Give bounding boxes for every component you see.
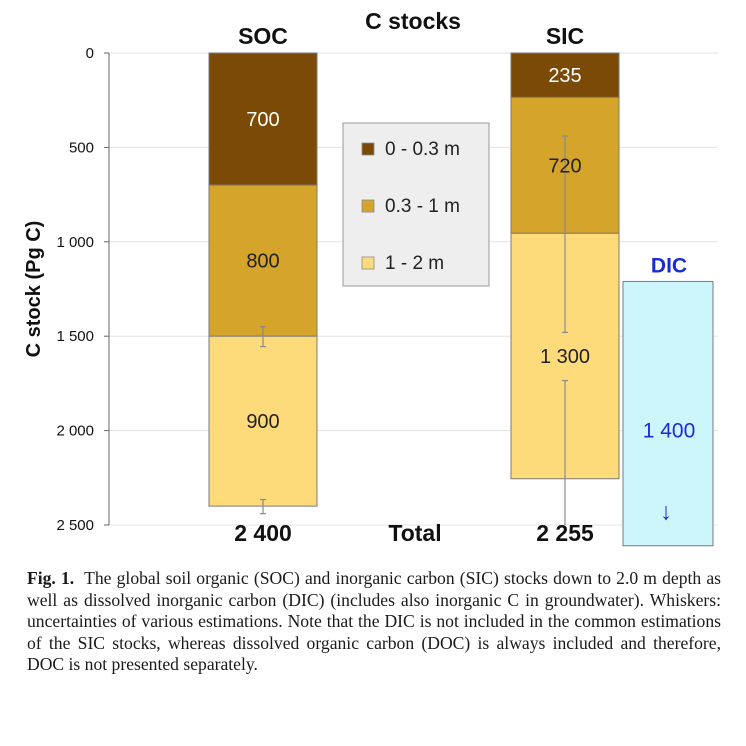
bar-segment-sic-0: [510, 52, 620, 98]
stacked-bar-chart: 700 800 900 SOC 2 400 235 720 1 300 SIC 2 255 DIC 1…: [23, 8, 718, 547]
figure-caption: Fig. 1. The global soil organic (SOC) an…: [27, 568, 721, 676]
segment-label: 1 300: [540, 346, 590, 368]
y-axis-label: C stock (Pg C): [23, 221, 45, 358]
y-axis: 0 500 1 000 1 500 2 000 2 500: [56, 45, 110, 534]
segment-label-dic: 1 400: [643, 420, 696, 443]
legend-label-0: 0 - 0.3 m: [385, 139, 460, 160]
legend: 0 - 0.3 m 0.3 - 1 m 1 - 2 m: [342, 122, 490, 287]
y-tick-label: 2 000: [56, 423, 94, 440]
bar-segment-soc-1: [208, 184, 318, 337]
legend-label-1: 0.3 - 1 m: [385, 196, 460, 217]
segment-label: 800: [246, 251, 279, 273]
category-label-sic: SIC: [546, 23, 584, 49]
legend-swatch-0: [361, 142, 375, 156]
total-label-sic: 2 255: [536, 520, 594, 546]
down-arrow-icon: ↓: [660, 498, 672, 525]
category-label-dic: DIC: [651, 254, 687, 277]
y-tick-label: 1 000: [56, 234, 94, 251]
segment-label: 900: [246, 411, 279, 433]
bar-segment-soc-2: [208, 335, 318, 507]
y-tick-label: 2 500: [56, 517, 94, 534]
legend-swatch-1: [361, 199, 375, 213]
total-label-soc: 2 400: [234, 520, 292, 546]
caption-label: Fig. 1.: [27, 568, 75, 588]
data-labels: 700 800 900 SOC 2 400 235 720 1 300 SIC 2 255 DIC 1…: [234, 23, 695, 546]
segment-label: 235: [548, 65, 581, 87]
caption-text: The global soil organic (SOC) and inorga…: [27, 568, 722, 675]
y-tick-label: 1 500: [56, 328, 94, 345]
segment-label: 720: [548, 155, 581, 177]
segment-label: 700: [246, 109, 279, 131]
total-caption: Total: [388, 520, 441, 546]
legend-label-2: 1 - 2 m: [385, 253, 444, 274]
y-tick-label: 0: [86, 45, 94, 62]
y-tick-label: 500: [69, 139, 94, 156]
whiskers: [260, 135, 568, 525]
category-label-soc: SOC: [238, 23, 288, 49]
legend-swatch-2: [361, 256, 375, 270]
bar-dic: [622, 280, 714, 547]
chart-title: C stocks: [365, 8, 461, 34]
